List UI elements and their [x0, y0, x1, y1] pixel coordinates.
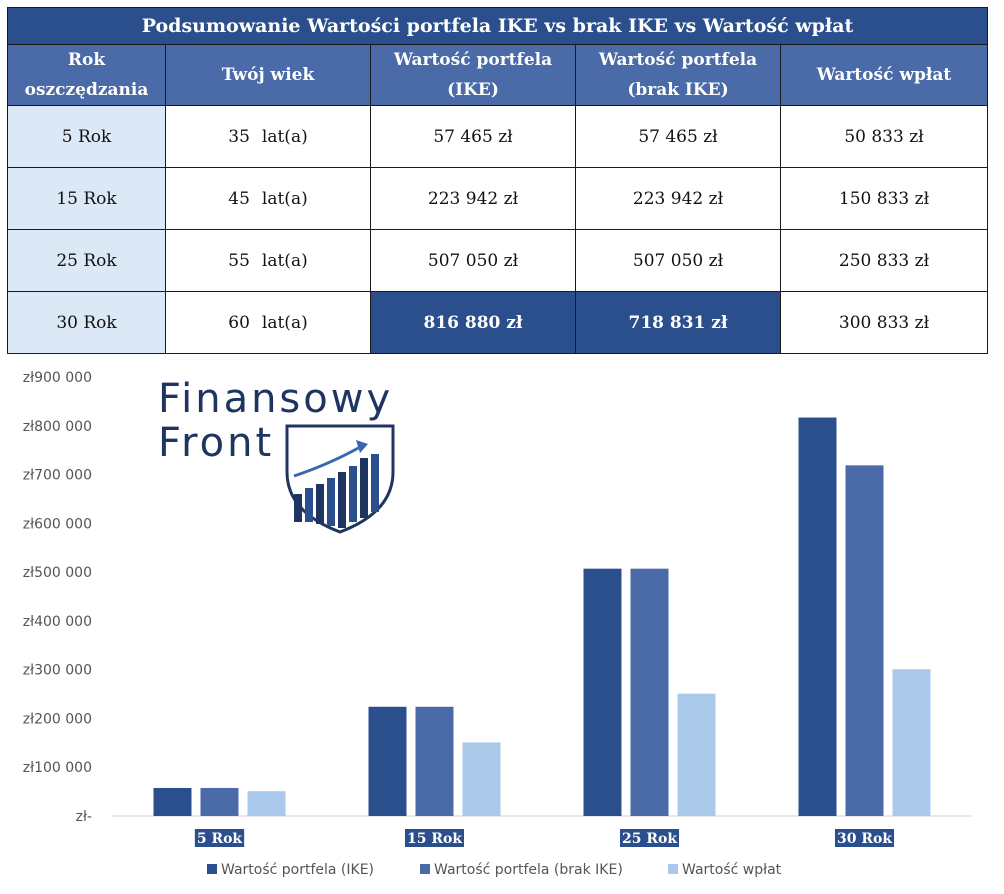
x-tick-label: 15 Rok: [407, 831, 462, 847]
age-unit: lat(a): [261, 126, 308, 147]
x-tick-label-bg: [404, 829, 465, 847]
age-number: 60: [228, 312, 250, 333]
x-tick-label-bg: [194, 829, 245, 847]
cell-ike-highlighted: 816 880 zł: [370, 291, 576, 354]
bar: [677, 693, 716, 816]
header-ike-line1: Wartość portfela: [393, 50, 553, 70]
header-ike: Wartość portfela (IKE): [370, 44, 576, 106]
legend-swatch: [207, 864, 217, 874]
x-axis: 5 Rok 15 Rok 25 Rok 30 Rok: [194, 829, 895, 847]
header-deposits: Wartość wpłat: [779, 44, 989, 106]
header-noike-line2: (brak IKE): [627, 80, 729, 100]
y-tick-label: zł600 000: [23, 516, 92, 532]
bars: [153, 417, 931, 816]
age-unit: lat(a): [261, 312, 308, 333]
y-tick-label: zł900 000: [23, 370, 92, 386]
cell-age: 55 lat(a): [165, 229, 371, 292]
y-tick-label: zł800 000: [23, 419, 92, 435]
bar: [200, 787, 239, 816]
legend: Wartość portfela (IKE) Wartość portfela (…: [207, 862, 782, 878]
cell-deposits: 150 833 zł: [779, 167, 989, 230]
y-tick-label: zł-: [76, 809, 92, 825]
cell-ike: 507 050 zł: [370, 229, 576, 292]
cell-year: 30 Rok: [7, 291, 166, 354]
cell-noike: 57 465 zł: [575, 105, 781, 168]
header-age: Twój wiek: [165, 44, 371, 106]
x-tick-label: 25 Rok: [622, 831, 677, 847]
x-tick-label-bg: [619, 829, 680, 847]
bar: [630, 568, 669, 816]
cell-noike-highlighted: 718 831 zł: [575, 291, 781, 354]
legend-label: Wartość wpłat: [682, 862, 782, 878]
logo-shield-icon: [285, 424, 395, 534]
cell-noike: 507 050 zł: [575, 229, 781, 292]
age-number: 45: [228, 188, 250, 209]
cell-age: 35 lat(a): [165, 105, 371, 168]
bar: [368, 706, 407, 816]
legend-label: Wartość portfela (brak IKE): [434, 862, 623, 878]
bar: [247, 791, 286, 816]
bar: [845, 465, 884, 816]
bar: [798, 417, 837, 816]
cell-deposits: 300 833 zł: [779, 291, 989, 354]
x-tick-label: 5 Rok: [197, 831, 243, 847]
y-tick-label: zł500 000: [23, 565, 92, 581]
bar: [892, 669, 931, 816]
y-tick-label: zł400 000: [23, 614, 92, 630]
legend-swatch: [420, 864, 430, 874]
y-tick-label: zł300 000: [23, 663, 92, 679]
header-ike-line2: (IKE): [447, 80, 499, 100]
table-title: Podsumowanie Wartości portfela IKE vs br…: [6, 7, 989, 45]
cell-deposits: 50 833 zł: [779, 105, 989, 168]
cell-noike: 223 942 zł: [575, 167, 781, 230]
header-year-line1: Rok: [67, 50, 106, 70]
y-tick-label: zł200 000: [23, 711, 92, 727]
summary-table: Podsumowanie Wartości portfela IKE vs br…: [6, 7, 989, 354]
logo-line1: Finansowy: [158, 376, 393, 422]
header-year-line2: oszczędzania: [24, 80, 149, 100]
cell-deposits: 250 833 zł: [779, 229, 989, 292]
table-row: 25 Rok 55 lat(a) 507 050 zł 507 050 zł 25…: [7, 229, 989, 292]
cell-year: 25 Rok: [7, 229, 166, 292]
table-row: 15 Rok 45 lat(a) 223 942 zł 223 942 zł 15…: [7, 167, 989, 230]
bar-chart: zł-zł100 000 zł200 000 zł300 000 zł400 000 z…: [23, 370, 972, 878]
cell-age: 60 lat(a): [165, 291, 371, 354]
x-tick-label-bg: [834, 829, 895, 847]
legend-swatch: [668, 864, 678, 874]
cell-year: 5 Rok: [7, 105, 166, 168]
header-year: Rok oszczędzania: [7, 44, 166, 106]
cell-ike: 223 942 zł: [370, 167, 576, 230]
logo: Finansowy Front: [158, 376, 395, 534]
legend-label: Wartość portfela (IKE): [221, 862, 374, 878]
header-noike: Wartość portfela (brak IKE): [575, 44, 781, 106]
y-tick-label: zł100 000: [23, 760, 92, 776]
cell-ike: 57 465 zł: [370, 105, 576, 168]
bar: [153, 787, 192, 816]
cell-year: 15 Rok: [7, 167, 166, 230]
logo-line2: Front: [158, 420, 274, 466]
bar: [462, 742, 501, 816]
header-noike-line1: Wartość portfela: [598, 50, 758, 70]
y-axis: zł-zł100 000 zł200 000 zł300 000 zł400 000 z…: [23, 370, 92, 825]
bar: [415, 706, 454, 816]
bar: [583, 568, 622, 816]
y-tick-label: zł700 000: [23, 468, 92, 484]
age-unit: lat(a): [261, 188, 308, 209]
age-number: 55: [228, 250, 250, 271]
table-row: 5 Rok 35 lat(a) 57 465 zł 57 465 zł 50 83…: [7, 105, 989, 168]
age-number: 35: [228, 126, 250, 147]
table-row: 30 Rok 60 lat(a) 816 880 zł 718 831 zł 30…: [7, 291, 989, 354]
age-unit: lat(a): [261, 250, 308, 271]
x-tick-label: 30 Rok: [837, 831, 892, 847]
cell-age: 45 lat(a): [165, 167, 371, 230]
